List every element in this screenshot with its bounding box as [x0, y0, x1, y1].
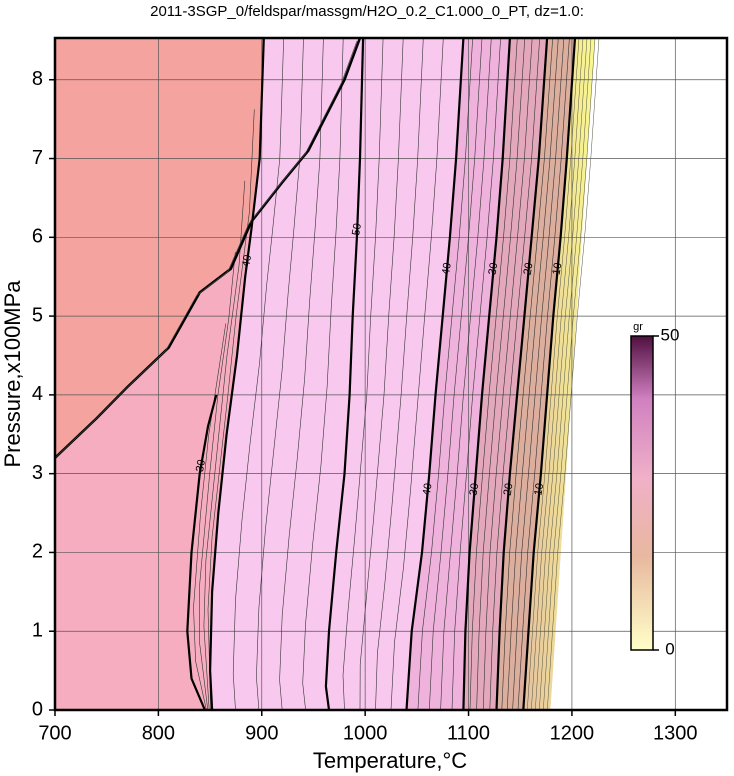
- contour-label: 50: [350, 222, 364, 236]
- contour-label: 40: [440, 262, 454, 276]
- region: [496, 38, 575, 710]
- y-tick-label: 8: [32, 68, 43, 90]
- contour-label: 30: [486, 262, 500, 276]
- y-tick-label: 7: [32, 147, 43, 169]
- contour-label: 40: [421, 482, 435, 496]
- contour-label: 10: [532, 482, 546, 496]
- region: [523, 38, 595, 710]
- thin-line: [417, 38, 473, 710]
- contour-line: [405, 38, 465, 710]
- x-tick-label: 900: [245, 722, 278, 744]
- y-tick-label: 2: [32, 541, 43, 563]
- region: [55, 38, 264, 458]
- fills: [55, 38, 595, 710]
- thin-line: [512, 38, 565, 710]
- thin-line: [501, 38, 553, 710]
- x-tick-label: 700: [38, 722, 71, 744]
- thin-line: [506, 38, 559, 710]
- thin-line: [539, 38, 592, 710]
- contour-line: [522, 38, 577, 710]
- y-tick-label: 0: [32, 698, 43, 720]
- plot-frame: [53, 36, 729, 712]
- thin-line: [469, 38, 518, 710]
- thin-line: [527, 38, 580, 710]
- thin-line: [543, 38, 596, 710]
- phase-boundary: [55, 40, 358, 459]
- thin-line: [342, 38, 384, 710]
- thin-line: [359, 38, 404, 710]
- thin-line: [451, 38, 501, 710]
- thin-line: [193, 323, 227, 710]
- x-tick-label: 800: [142, 722, 175, 744]
- x-tick-label: 1200: [550, 722, 595, 744]
- colorbar-tick-label: 0: [665, 639, 674, 658]
- y-axis-label: Pressure,x100MPa: [0, 280, 25, 468]
- thin-line: [489, 38, 540, 710]
- contour-labels: 30 40 50 40 40 30 30 20 20 10 10: [194, 222, 564, 496]
- grid: [54, 38, 727, 711]
- colorbar: [630, 335, 654, 651]
- thin-line: [375, 38, 424, 710]
- contour-line: [495, 38, 549, 710]
- contour-label: 20: [502, 482, 516, 496]
- thin-line: [390, 38, 444, 710]
- thin-line: [476, 38, 526, 710]
- contour-lines: [55, 38, 600, 710]
- contour-label: 20: [522, 262, 536, 276]
- contour-line: [324, 38, 365, 710]
- x-tick-label: 1000: [343, 722, 388, 744]
- x-tick-label: 1300: [653, 722, 698, 744]
- thin-line: [207, 109, 255, 710]
- y-tick-label: 4: [32, 383, 43, 405]
- thin-line: [531, 38, 584, 710]
- chart-title: 2011-3SGP_0/feldspar/massgm/H2O_0.2_C1.0…: [150, 3, 584, 20]
- thin-line: [279, 38, 324, 710]
- thin-line: [440, 38, 492, 710]
- x-tick-label: 1100: [447, 722, 490, 744]
- contour-line: [462, 38, 511, 710]
- y-tick-label: 5: [32, 304, 43, 326]
- contour-label: 30: [194, 459, 208, 473]
- contour-label: 30: [467, 482, 481, 496]
- contour-label: 10: [551, 262, 565, 276]
- colorbar-tick-label: 50: [661, 325, 680, 344]
- x-axis-label: Temperature,°C: [313, 748, 467, 773]
- thin-line: [517, 38, 570, 710]
- contour-label: 40: [240, 254, 254, 268]
- thin-line: [199, 252, 236, 710]
- thin-line: [535, 38, 588, 710]
- colorbar-label: gr: [633, 321, 643, 333]
- thin-line: [256, 38, 304, 710]
- contour-line: [186, 394, 218, 710]
- thin-line: [547, 38, 600, 710]
- thin-line: [302, 38, 344, 710]
- contour-line: [208, 38, 265, 710]
- thin-line: [203, 180, 246, 710]
- thin-line: [429, 38, 483, 710]
- thin-line: [232, 38, 284, 710]
- thin-line: [482, 38, 533, 710]
- y-tick-label: 6: [32, 226, 43, 248]
- y-tick-label: 1: [32, 620, 43, 642]
- y-tick-label: 3: [32, 462, 43, 484]
